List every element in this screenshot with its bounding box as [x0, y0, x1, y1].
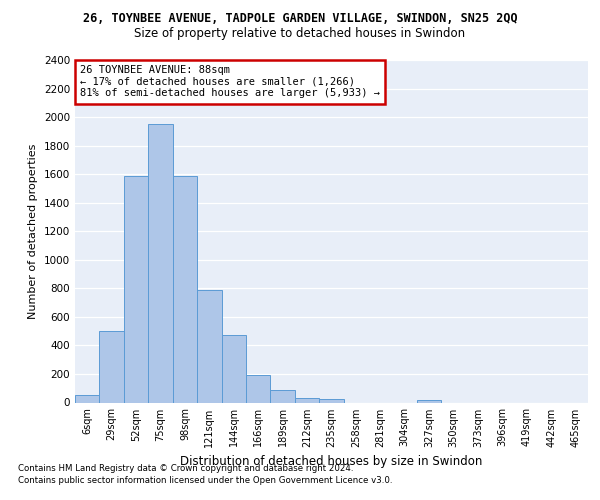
Text: Contains HM Land Registry data © Crown copyright and database right 2024.: Contains HM Land Registry data © Crown c… [18, 464, 353, 473]
Bar [148, 124, 173, 402]
Bar [173, 176, 197, 402]
Bar [417, 400, 442, 402]
Bar [124, 176, 148, 402]
Text: 26, TOYNBEE AVENUE, TADPOLE GARDEN VILLAGE, SWINDON, SN25 2QQ: 26, TOYNBEE AVENUE, TADPOLE GARDEN VILLA… [83, 12, 517, 26]
Bar [197, 290, 221, 403]
Bar [295, 398, 319, 402]
X-axis label: Distribution of detached houses by size in Swindon: Distribution of detached houses by size … [181, 455, 482, 468]
Bar [246, 374, 271, 402]
Bar [100, 331, 124, 402]
Bar [75, 394, 100, 402]
Text: 26 TOYNBEE AVENUE: 88sqm
← 17% of detached houses are smaller (1,266)
81% of sem: 26 TOYNBEE AVENUE: 88sqm ← 17% of detach… [80, 65, 380, 98]
Bar [221, 336, 246, 402]
Y-axis label: Number of detached properties: Number of detached properties [28, 144, 38, 319]
Text: Size of property relative to detached houses in Swindon: Size of property relative to detached ho… [134, 28, 466, 40]
Text: Contains public sector information licensed under the Open Government Licence v3: Contains public sector information licen… [18, 476, 392, 485]
Bar [319, 399, 344, 402]
Bar [271, 390, 295, 402]
